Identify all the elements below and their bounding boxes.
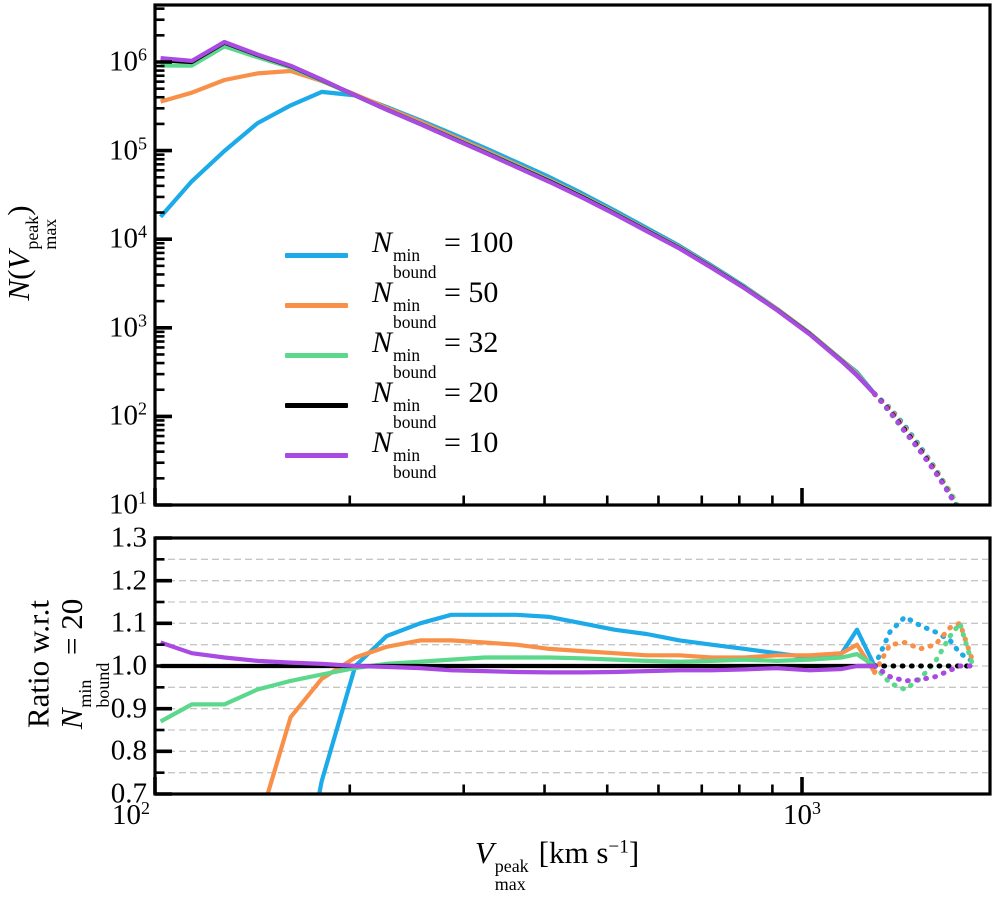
line-nbound-32-ratio-solid bbox=[159, 652, 876, 724]
line-nbound-20-top-dotted bbox=[872, 391, 959, 505]
line-nbound-10-ratio-dotted bbox=[872, 663, 976, 684]
line-nbound-100-top-dotted bbox=[872, 391, 960, 505]
line-nbound-50-top-dotted bbox=[872, 391, 961, 505]
line-nbound-32-ratio-dotted bbox=[872, 620, 976, 692]
axes bbox=[153, 3, 992, 796]
line-nbound-32-top-dotted bbox=[872, 391, 961, 505]
line-nbound-20-top-solid bbox=[160, 40, 877, 396]
top-panel-series bbox=[159, 39, 961, 505]
top-panel-border bbox=[153, 3, 992, 507]
line-nbound-10-top-dotted bbox=[872, 391, 959, 505]
line-nbound-100-ratio-dotted bbox=[872, 614, 976, 669]
line-nbound-10-top-solid bbox=[160, 39, 877, 396]
line-nbound-32-top-solid bbox=[160, 44, 877, 396]
line-nbound-100-top-solid bbox=[159, 89, 877, 396]
line-nbound-50-ratio-dotted bbox=[872, 620, 976, 675]
ratio-panel-border bbox=[153, 536, 992, 796]
ratio-panel-series bbox=[159, 612, 976, 794]
line-nbound-10-ratio-solid bbox=[159, 640, 875, 675]
line-nbound-50-ratio-solid bbox=[265, 638, 877, 794]
